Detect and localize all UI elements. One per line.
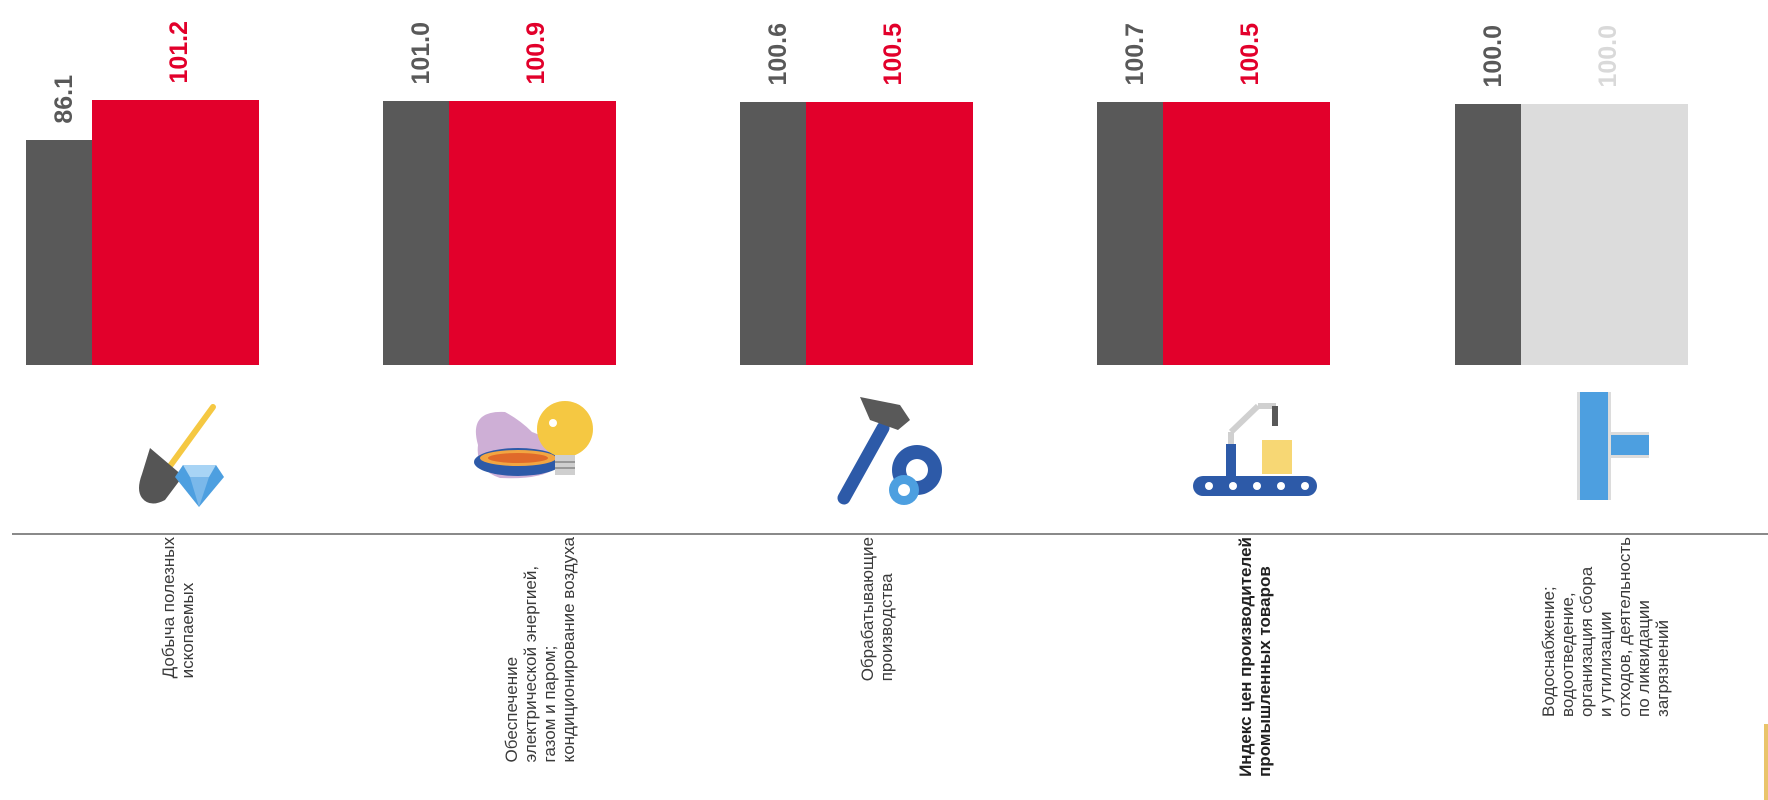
bar-prev-4 (1455, 103, 1521, 365)
bar-current-4 (1521, 103, 1688, 365)
value-label-prev-3: 100.7 (1121, 22, 1149, 86)
bar-current-1 (449, 101, 616, 365)
bar-prev-2 (740, 101, 806, 365)
value-label-prev-0: 86.1 (50, 74, 78, 124)
value-label-prev-1: 101.0 (407, 21, 435, 85)
category-label-4: Водоснабжение; водоотведение, организаци… (1538, 537, 1672, 717)
value-label-prev-4: 100.0 (1479, 24, 1507, 88)
value-label-current-2: 100.5 (879, 23, 907, 86)
value-label-current-0: 101.2 (165, 21, 193, 84)
conveyor-robot-icon (1193, 403, 1317, 496)
bar-prev-0 (26, 139, 92, 365)
corner-marker (1764, 724, 1768, 800)
gas-flame-lightbulb-icon (474, 401, 593, 479)
value-label-current-3: 100.5 (1236, 23, 1264, 86)
bar-current-0 (92, 100, 259, 365)
axis-baseline (12, 533, 1768, 535)
category-label-0: Добыча полезных ископаемых (159, 537, 197, 679)
bar-prev-1 (383, 100, 449, 365)
category-label-1: Обеспечение электрической энергией, газо… (502, 537, 578, 763)
category-label-2: Обрабатывающие производства (858, 537, 896, 682)
value-label-prev-2: 100.6 (764, 22, 792, 86)
value-label-current-1: 100.9 (522, 22, 550, 85)
value-label-current-4: 100.0 (1594, 24, 1622, 88)
category-label-3: Индекс цен производителей промышленных т… (1236, 537, 1274, 777)
bar-current-3 (1163, 102, 1330, 365)
bar-prev-3 (1097, 101, 1163, 365)
water-pipe-icon (1577, 392, 1649, 500)
shovel-diamond-icon (139, 404, 224, 507)
hammer-gear-icon (837, 397, 942, 505)
bar-current-2 (806, 102, 973, 365)
